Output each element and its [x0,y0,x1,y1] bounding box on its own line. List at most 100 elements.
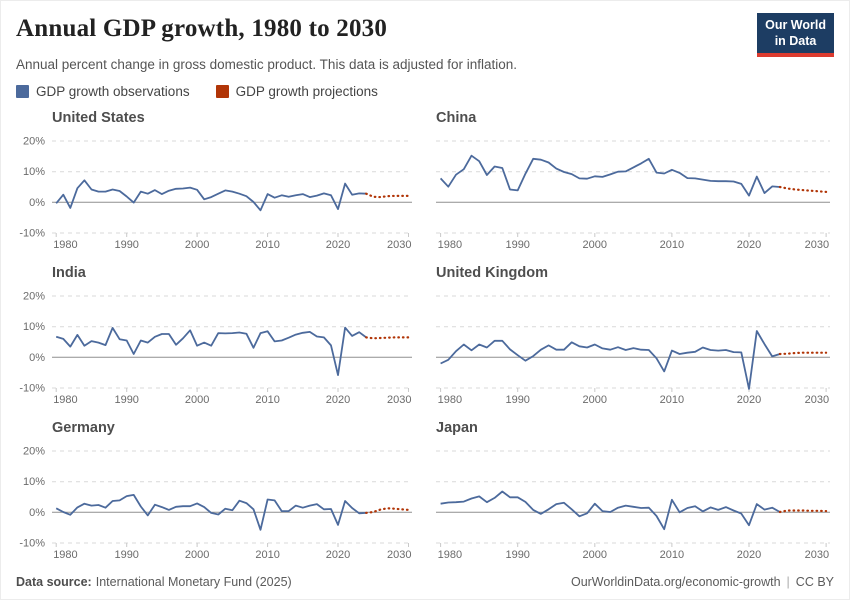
chart-panel-germany: Germany -10% 0% 10% 20% 1980 1990 2000 2010 2020 2… [16,413,416,568]
owid-logo: Our World in Data [757,13,834,58]
projection-line [778,351,828,356]
page-title: Annual GDP growth, 1980 to 2030 [16,15,388,42]
y-axis-label: 20% [23,291,45,303]
y-axis-label: 10% [23,321,45,333]
observations-swatch-icon [16,85,29,99]
x-axis-label: 2010 [255,549,279,561]
charts-grid: United States -10% 0% 10% 20% 1980 1990 2000 201… [16,103,834,568]
x-axis-label: 1990 [114,549,138,561]
chart-panel-united-states: United States -10% 0% 10% 20% 1980 1990 2000 201… [16,103,416,258]
owid-logo-line1: Our World [765,18,826,32]
y-axis-label: -10% [19,538,45,550]
footer-separator: | [786,575,790,589]
x-axis-label: 2000 [185,549,209,561]
legend-label-projections: GDP growth projections [235,84,378,100]
y-axis-label: 20% [23,446,45,458]
projections-swatch-icon [215,85,229,99]
projection-line [778,186,828,194]
x-axis-label: 2030 [387,549,411,561]
observation-line [55,179,367,212]
x-axis-label: 1980 [53,239,77,251]
y-axis-label: 0% [29,507,45,519]
x-axis-label: 1990 [114,239,138,251]
panel-title-india: India [52,265,86,282]
chart-panel-japan: Japan 1980 1990 2000 2010 2020 2030 [434,413,834,568]
observation-line [440,330,781,391]
legend-item-projections: GDP growth projections [215,84,378,100]
chart-plot-united-kingdom: 1980 1990 2000 2010 2020 2030 [436,295,830,406]
x-axis-label: 1980 [53,394,77,406]
x-axis-label: 2010 [255,239,279,251]
x-axis-label: 2030 [387,239,411,251]
data-source-text: International Monetary Fund (2025) [95,575,292,589]
x-axis-label: 1980 [438,549,462,561]
chart-panel-india: India -10% 0% 10% 20% 1980 1990 2000 2010 2020 203… [16,258,416,413]
panel-title-united-states: United States [52,110,145,127]
chart-panel-china: China 1980 1990 2000 2010 2020 2030 [434,103,834,258]
x-axis-label: 2020 [737,239,761,251]
data-source: Data source: International Monetary Fund … [16,575,292,589]
chart-plot-japan: 1980 1990 2000 2010 2020 2030 [436,450,830,561]
chart-plot-china: 1980 1990 2000 2010 2020 2030 [436,140,830,251]
observation-line [439,155,780,197]
y-axis-label: 10% [23,476,45,488]
observation-line [55,494,367,531]
x-axis-label: 2000 [583,549,607,561]
y-axis-label: -10% [19,383,45,395]
x-axis-label: 2010 [660,239,684,251]
panel-title-united-kingdom: United Kingdom [436,265,548,282]
x-axis-label: 1980 [438,239,462,251]
header: Annual GDP growth, 1980 to 2030 Our Worl… [16,13,834,58]
x-axis-label: 2030 [805,549,829,561]
projection-line [365,336,410,340]
chart-plot-united-states: -10% 0% 10% 20% 1980 1990 2000 2010 2020 2030 [19,136,412,251]
observation-line [55,326,367,377]
legend-item-observations: GDP growth observations [16,84,190,99]
chart-plot-india: -10% 0% 10% 20% 1980 1990 2000 2010 2020 2030 [19,291,412,406]
x-axis-label: 2020 [737,549,761,561]
y-axis-label: 0% [29,197,45,209]
x-axis-label: 2020 [326,394,350,406]
x-axis-label: 2000 [185,394,209,406]
x-axis-label: 1990 [505,239,529,251]
owid-url-link[interactable]: OurWorldinData.org/economic-growth [570,575,781,589]
observation-line [440,490,781,531]
x-axis-label: 1980 [53,549,77,561]
chart-plot-germany: -10% 0% 10% 20% 1980 1990 2000 2010 2020 2030 [19,446,412,561]
y-axis-label: 20% [23,136,45,148]
legend-label-observations: GDP growth observations [36,84,190,100]
y-axis-label: 10% [23,166,45,178]
projection-line [778,509,828,514]
projection-line [365,192,410,199]
x-axis-label: 1980 [438,394,462,406]
x-axis-label: 1990 [505,549,529,561]
x-axis-label: 2000 [583,239,607,251]
x-axis-label: 2020 [737,394,761,406]
x-axis-label: 2000 [185,239,209,251]
x-axis-label: 2010 [660,549,684,561]
panel-title-germany: Germany [52,420,115,437]
data-source-label: Data source: [16,575,92,589]
chart-subtitle: Annual percent change in gross domestic … [16,57,518,73]
legend: GDP growth observations GDP growth proje… [16,84,834,99]
x-axis-label: 1990 [114,394,138,406]
y-axis-label: -10% [19,228,45,240]
x-axis-label: 2010 [660,394,684,406]
owid-logo-line2: in Data [774,33,817,48]
cc-by-link[interactable]: CC BY [795,575,834,589]
x-axis-label: 2030 [805,394,829,406]
panel-title-japan: Japan [436,420,478,437]
x-axis-label: 1990 [505,394,529,406]
chart-panel-united-kingdom: United Kingdom 1980 1990 2000 2010 2020 2030 [434,258,834,413]
x-axis-label: 2020 [326,239,350,251]
y-axis-label: 0% [29,352,45,364]
footer-links: OurWorldinData.org/economic-growth | CC BY [571,575,834,589]
x-axis-label: 2000 [583,394,607,406]
x-axis-label: 2020 [326,549,350,561]
projection-line [365,507,410,515]
x-axis-label: 2030 [805,239,829,251]
panel-title-china: China [436,110,477,127]
x-axis-label: 2010 [255,394,279,406]
x-axis-label: 2030 [387,394,411,406]
